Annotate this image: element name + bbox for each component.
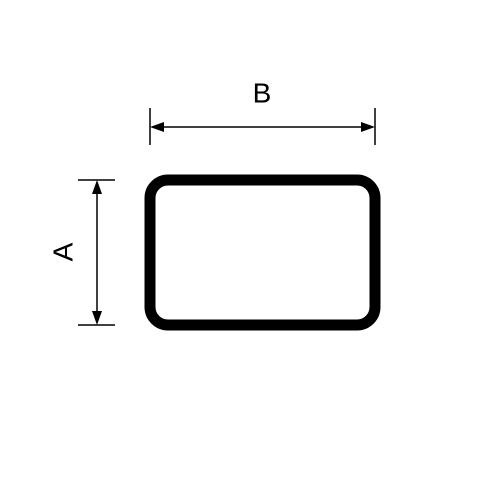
dimension-b-group: B <box>150 77 375 145</box>
dimension-a-arrow-top <box>92 180 102 194</box>
dimension-a-label: A <box>47 242 78 261</box>
dimension-b-arrow-left <box>150 122 164 132</box>
dimension-a-arrow-bottom <box>92 311 102 325</box>
profile-rectangle <box>150 180 375 325</box>
dimension-a-group: A <box>47 180 115 325</box>
dimension-b-arrow-right <box>361 122 375 132</box>
dimension-b-label: B <box>253 77 272 108</box>
engineering-diagram: B A <box>0 0 500 500</box>
